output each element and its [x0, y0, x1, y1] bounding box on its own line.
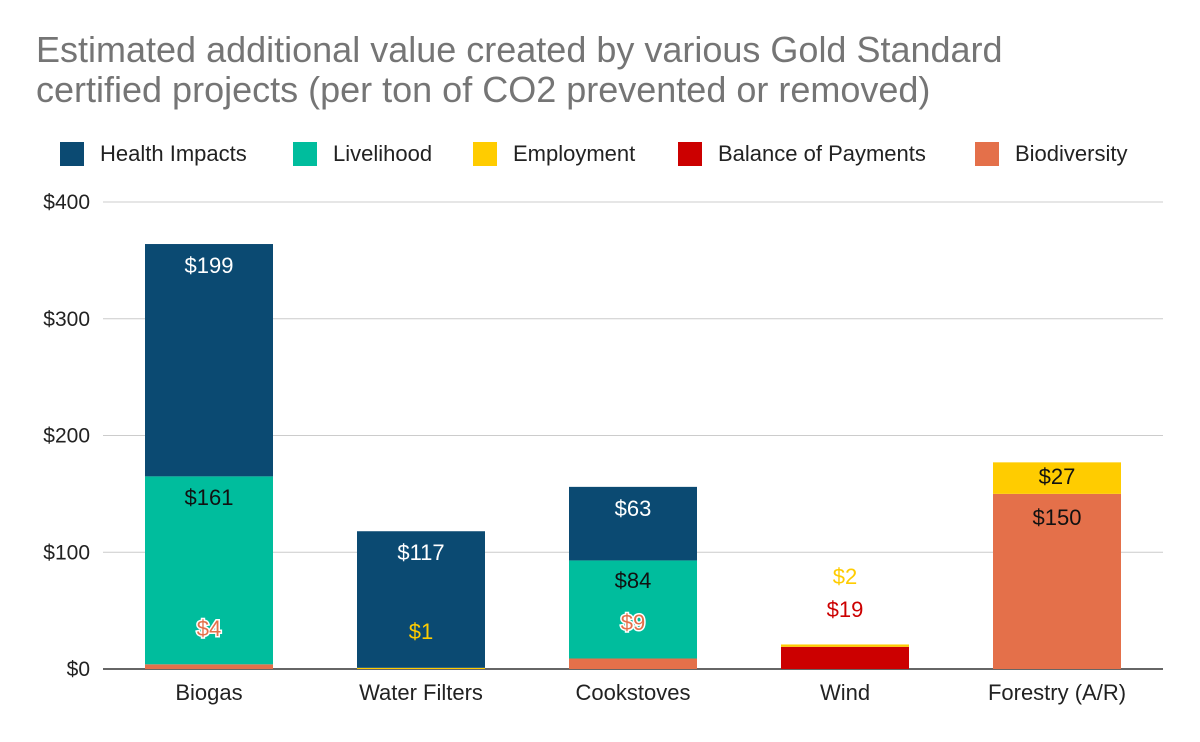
data-label-biodiversity: $9	[621, 610, 645, 635]
data-label-health-impacts: $199	[185, 253, 234, 278]
legend-item-livelihood: Livelihood	[293, 140, 432, 168]
category-label: Wind	[820, 680, 870, 705]
category-label: Cookstoves	[576, 680, 691, 705]
data-label-biodiversity: $150	[1033, 505, 1082, 530]
y-tick-label: $200	[43, 425, 90, 448]
y-tick-label: $100	[43, 541, 90, 564]
legend-item-employment: Employment	[473, 140, 635, 168]
data-label-balance-of-payments: $19	[827, 597, 864, 622]
bar-segment-health-impacts	[145, 244, 273, 477]
y-tick-label: $0	[67, 658, 90, 681]
legend-label-health-impacts: Health Impacts	[100, 141, 247, 166]
legend-label-biodiversity: Biodiversity	[1015, 141, 1128, 166]
bar-segment-balance-of-payments	[781, 646, 909, 669]
data-label-employment: $1	[409, 619, 433, 644]
legend-swatch-livelihood	[293, 142, 317, 166]
chart-title: Estimated additional value created by va…	[36, 30, 1176, 110]
legend-item-balance-of-payments: Balance of Payments	[678, 140, 926, 168]
bar-segment-employment	[993, 462, 1121, 494]
category-label: Biogas	[175, 680, 242, 705]
bar-segment-livelihood	[145, 476, 273, 665]
bar-segment-biodiversity	[993, 493, 1121, 669]
bar-segment-employment	[357, 667, 485, 669]
data-label-employment: $27	[1039, 464, 1076, 489]
bar-segment-livelihood	[569, 560, 697, 659]
legend-item-health-impacts: Health Impacts	[60, 140, 247, 168]
y-tick-label: $300	[43, 308, 90, 331]
chart-title-line-1: Estimated additional value created by va…	[36, 29, 1003, 70]
bar-segment-employment	[781, 644, 909, 647]
data-label-livelihood: $161	[185, 485, 234, 510]
legend-label-livelihood: Livelihood	[333, 141, 433, 166]
category-label: Water Filters	[359, 680, 483, 705]
legend-swatch-biodiversity	[975, 142, 999, 166]
data-label-biodiversity: $4	[197, 616, 221, 641]
legend-swatch-balance-of-payments	[678, 142, 702, 166]
legend-swatch-health-impacts	[60, 142, 84, 166]
bar-segment-health-impacts	[357, 531, 485, 668]
chart-title-line-2: certified projects (per ton of CO2 preve…	[36, 69, 931, 110]
legend-label-balance-of-payments: Balance of Payments	[718, 141, 926, 166]
data-label-health-impacts: $117	[397, 540, 444, 565]
y-tick-label: $400	[43, 191, 90, 214]
category-label: Forestry (A/R)	[988, 680, 1126, 705]
bar-segment-health-impacts	[569, 486, 697, 561]
legend-label-employment: Employment	[513, 141, 636, 166]
data-label-health-impacts: $63	[615, 496, 652, 521]
data-label-livelihood: $84	[615, 568, 652, 593]
legend-swatch-employment	[473, 142, 497, 166]
legend-item-biodiversity: Biodiversity	[975, 140, 1127, 168]
bar-segment-biodiversity	[569, 658, 697, 669]
bar-segment-biodiversity	[145, 664, 273, 669]
data-label-employment: $2	[833, 564, 857, 589]
